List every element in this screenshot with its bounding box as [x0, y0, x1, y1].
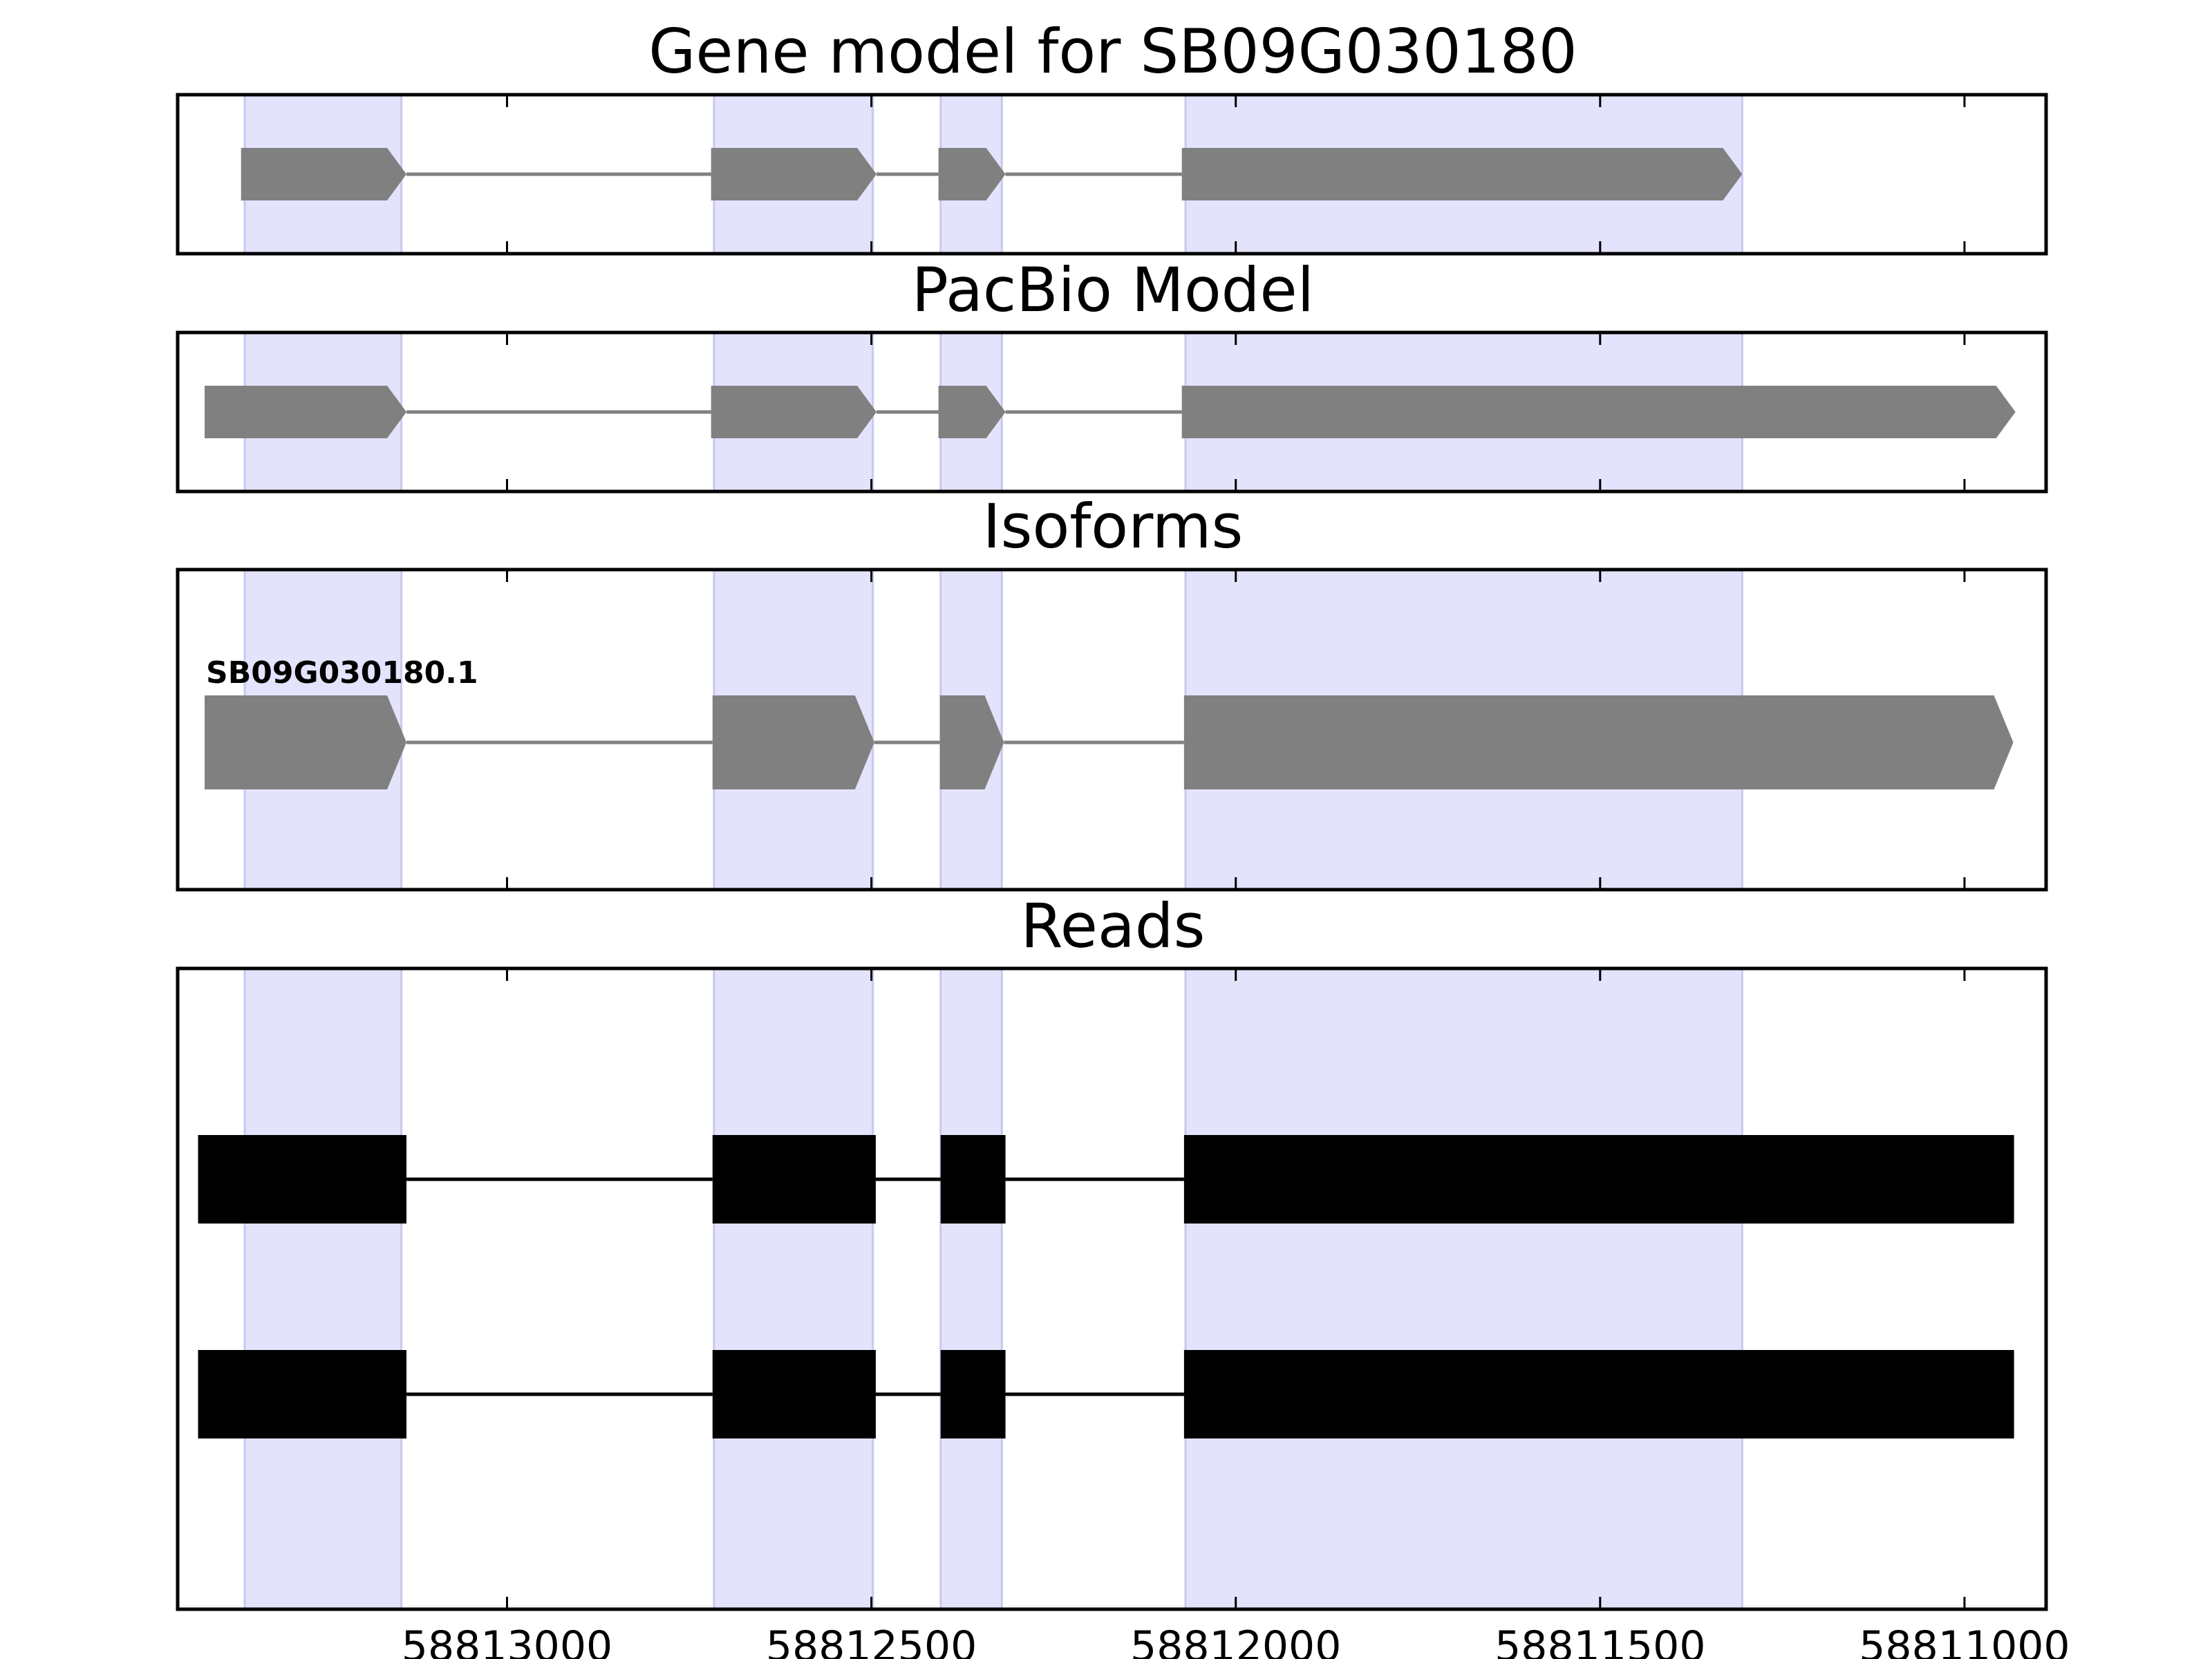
exon-arrow [205, 386, 407, 438]
x-tick-label: 58811500 [1494, 1622, 1705, 1659]
exon-arrow [1181, 148, 1743, 200]
panel-frame [176, 93, 2048, 256]
read-block [712, 1350, 876, 1438]
panel-title: PacBio Model [912, 254, 1314, 326]
panel-title: Gene model for SB09G030180 [648, 16, 1577, 87]
panel-frame [176, 330, 2048, 494]
panel-frame [176, 568, 2048, 892]
panel-title: Reads [1021, 890, 1206, 962]
read-block [1183, 1135, 2014, 1224]
panel-3: Reads [176, 890, 2048, 1611]
panel-2: SB09G030180.1 Isoforms [176, 491, 2048, 892]
x-tick-label: 58812000 [1130, 1622, 1341, 1659]
highlight-band [1184, 967, 1743, 1611]
exon-arrow [1181, 386, 2016, 438]
exon-arrow [241, 148, 407, 200]
exon-arrow [711, 386, 877, 438]
x-tick-label: 58813000 [402, 1622, 612, 1659]
highlight-band [243, 967, 403, 1611]
read-block [198, 1135, 407, 1224]
read-block [940, 1135, 1006, 1224]
panel-frame [176, 966, 2048, 1611]
panel-0: Gene model for SB09G030180 [176, 16, 2048, 256]
panel-1: PacBio Model [176, 254, 2048, 494]
highlight-band [713, 967, 874, 1611]
read-block [712, 1135, 876, 1224]
highlight-band [939, 967, 1003, 1611]
exon-arrow [939, 695, 1004, 790]
exon-arrow [938, 386, 1006, 438]
exon-arrow [711, 148, 877, 200]
exon-arrow [938, 148, 1006, 200]
read-block [1183, 1350, 2014, 1438]
exon-arrow [712, 695, 874, 790]
read-block [940, 1350, 1006, 1438]
exon-arrow [205, 695, 407, 790]
x-tick-label: 58811000 [1859, 1622, 2070, 1659]
read-block [198, 1350, 407, 1438]
x-tick-label: 58812500 [766, 1622, 977, 1659]
exon-arrow [1183, 695, 2014, 790]
isoform-label: SB09G030180.1 [206, 655, 478, 691]
panel-title: Isoforms [983, 491, 1244, 562]
